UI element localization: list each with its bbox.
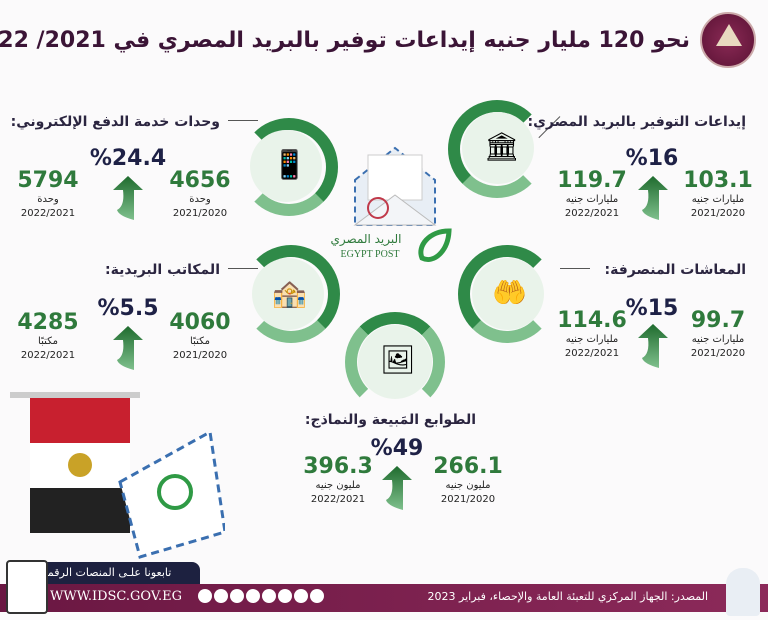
section-heading: المكاتب البريدية: [105,262,220,278]
linkedin-icon[interactable] [246,589,260,603]
connector-line [228,120,258,121]
up-arrow-icon [638,324,668,368]
up-arrow-icon [382,466,412,510]
growth-percent: %5.5 [97,296,159,321]
telegram-icon[interactable] [294,589,308,603]
page-title: نحو 120 مليار جنيه إيداعات توفير بالبريد… [0,28,690,53]
value-2021: 114.6 [557,308,627,333]
egypt-post-emblem-icon [418,228,452,262]
year: 2021/2020 [172,350,228,361]
pensions-circle [472,258,544,330]
unit: مليون جنيه [315,480,361,491]
hand-money-icon: 🤲 [492,276,527,309]
unit: وحدة [189,194,211,205]
footer-bar [0,584,768,612]
envelope-icon [353,146,437,226]
growth-percent: %16 [625,146,679,171]
value-2021: 396.3 [303,454,373,479]
connector-line [560,268,590,269]
egypt-post-english: EGYPT POST [340,249,400,260]
growth-percent: %15 [625,296,679,321]
egypt-post-arabic: البريد المصري [330,232,402,246]
value-2021: 4285 [17,310,79,335]
unit: مكتبًا [38,336,58,347]
unit: مليارات جنيه [565,334,619,345]
connector-line [228,268,258,269]
twitter-icon[interactable] [214,589,228,603]
value-2021: 119.7 [557,168,627,193]
year: 2022/2021 [564,348,620,359]
up-arrow-icon [113,326,143,370]
unit: مليارات جنيه [691,194,745,205]
value-2020: 4656 [169,168,231,193]
phone-card-icon: 📱 [272,148,307,181]
savings-circle [462,112,534,184]
growth-percent: %24.4 [89,146,167,171]
year: 2021/2020 [690,348,746,359]
instagram-icon[interactable] [230,589,244,603]
soundcloud-icon[interactable] [278,589,292,603]
up-arrow-icon [638,176,668,220]
egypt-flag-envelope-illustration [10,392,225,559]
year: 2021/2020 [440,494,496,505]
capmas-logo [726,568,760,616]
section-heading: الطوابع المَبيعة والنماذج: [304,412,476,428]
year: 2022/2021 [310,494,366,505]
section-heading: وحدات خدمة الدفع الإلكتروني: [10,114,220,130]
year: 2022/2021 [564,208,620,219]
value-2021: 5794 [17,168,79,193]
section-heading: المعاشات المنصرفة: [604,262,746,278]
qr-code[interactable] [6,560,48,614]
year: 2022/2021 [20,350,76,361]
growth-percent: %49 [370,436,424,461]
value-2020: 103.1 [683,168,753,193]
year: 2021/2020 [172,208,228,219]
year: 2021/2020 [690,208,746,219]
unit: مكتبًا [190,336,210,347]
up-arrow-icon [113,176,143,220]
website-link[interactable]: WWW.IDSC.GOV.EG [50,589,182,604]
facebook-icon[interactable] [198,589,212,603]
whatsapp-icon[interactable] [310,589,324,603]
year: 2022/2021 [20,208,76,219]
unit: مليارات جنيه [565,194,619,205]
value-2020: 266.1 [433,454,503,479]
section-heading: إيداعات التوفير بالبريد المصري: [527,114,746,130]
value-2020: 4060 [169,310,231,335]
bank-money-icon: 🏛 [484,130,520,163]
follow-us-tab: تابعونا علـى المنصات الرقمية [10,562,200,584]
source-note: المصدر: الجهاز المركزي للتعبئة العامة وا… [427,590,708,603]
youtube-icon[interactable] [262,589,276,603]
stamps-circle [358,325,432,399]
value-2020: 99.7 [690,308,746,333]
epayment-circle [250,130,322,202]
unit: مليون جنيه [445,480,491,491]
offices-circle [252,258,324,330]
idsc-logo [700,12,756,68]
unit: وحدة [37,194,59,205]
stamp-icon: 🖼 [380,343,416,376]
unit: مليارات جنيه [691,334,745,345]
post-office-icon: 🏤 [272,276,307,309]
